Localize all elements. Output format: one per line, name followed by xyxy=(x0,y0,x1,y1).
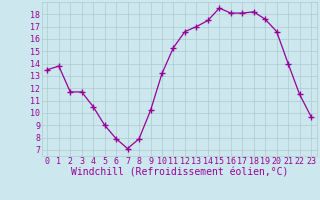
X-axis label: Windchill (Refroidissement éolien,°C): Windchill (Refroidissement éolien,°C) xyxy=(70,168,288,178)
